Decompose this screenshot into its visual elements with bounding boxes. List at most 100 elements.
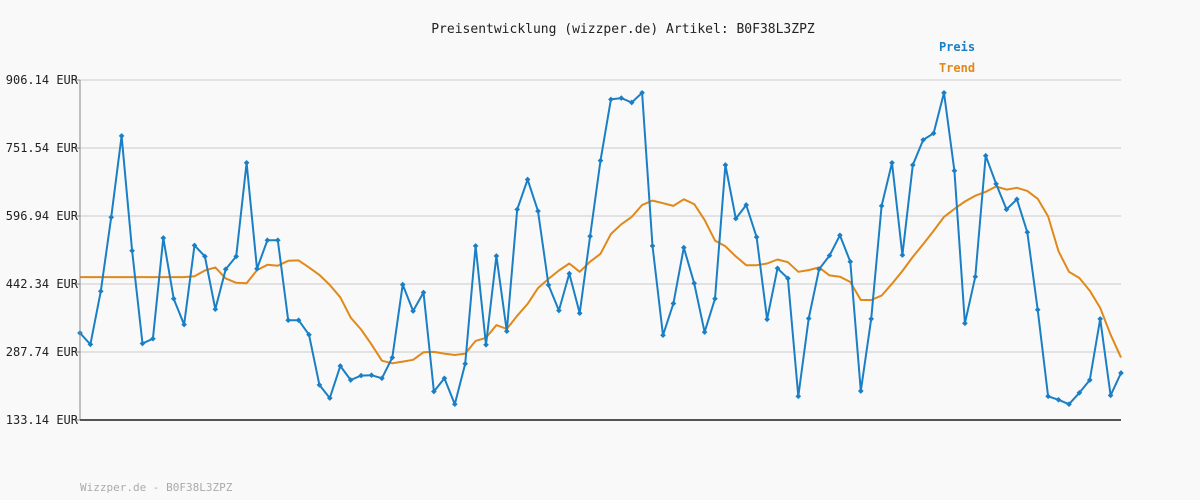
data-point [306, 331, 312, 338]
data-point [795, 393, 802, 400]
data-point [764, 316, 770, 323]
data-point [587, 233, 593, 240]
data-point [774, 265, 781, 272]
data-point [962, 320, 968, 327]
data-point [462, 360, 469, 367]
data-point [181, 321, 187, 328]
data-point [545, 282, 552, 288]
data-point [785, 275, 791, 282]
data-point [701, 329, 708, 335]
data-point [233, 253, 240, 260]
data-point [889, 159, 895, 166]
data-point [202, 253, 208, 260]
data-point [472, 243, 479, 249]
data-point [97, 288, 104, 295]
data-point [441, 375, 448, 382]
data-point [108, 214, 115, 221]
data-point [712, 295, 718, 302]
data-point [254, 265, 260, 272]
data-point [680, 244, 687, 251]
data-point [316, 382, 323, 388]
chart-footer: Wizzper.de - B0F38L3ZPZ [80, 481, 233, 494]
axis-layer [79, 80, 1121, 421]
data-point [649, 243, 656, 249]
data-point [732, 215, 739, 222]
data-point [868, 316, 875, 322]
data-point [264, 237, 271, 244]
data-point [930, 130, 937, 137]
legend-trend: Trend [939, 61, 975, 75]
y-tick-label: 133.14 EUR [6, 413, 79, 427]
data-point [337, 363, 344, 369]
data-point [524, 176, 531, 183]
data-point [816, 266, 822, 273]
data-point [743, 202, 750, 208]
data-point [1097, 316, 1104, 322]
data-point [410, 308, 416, 314]
data-point [503, 328, 510, 335]
data-point [753, 234, 760, 240]
data-point [118, 133, 125, 139]
data-point [805, 315, 812, 322]
data-point [566, 270, 573, 277]
series-line-trend [80, 185, 1122, 365]
chart-title: Preisentwicklung (wizzper.de) Artikel: B… [431, 22, 815, 37]
data-point [1076, 389, 1083, 396]
data-point [670, 300, 677, 307]
data-point [243, 159, 250, 166]
data-point [368, 372, 375, 379]
data-point [691, 280, 698, 287]
y-tick-label: 751.54 EUR [6, 141, 79, 155]
data-point [493, 253, 500, 259]
data-point [660, 332, 666, 339]
data-point [212, 306, 219, 313]
data-point [639, 89, 645, 96]
data-point [608, 96, 614, 103]
data-point [837, 232, 843, 239]
data-point [139, 340, 146, 347]
data-point [399, 281, 406, 288]
data-point [389, 354, 396, 361]
data-point [993, 181, 999, 187]
data-point [1107, 392, 1114, 399]
data-point [535, 208, 541, 214]
legend-preis: Preis [939, 40, 975, 54]
data-point [326, 395, 333, 401]
data-point [451, 401, 458, 408]
data-point [420, 289, 427, 296]
data-point [1086, 377, 1093, 383]
data-point [826, 252, 833, 259]
data-point [191, 242, 198, 249]
data-point [941, 89, 947, 96]
data-point [431, 388, 437, 395]
series-layer [77, 89, 1124, 408]
data-point [909, 162, 916, 168]
data-point [483, 341, 489, 348]
data-point [1118, 370, 1124, 376]
data-point [295, 317, 302, 324]
data-point [618, 95, 625, 101]
data-point [1045, 393, 1051, 400]
data-point [878, 203, 885, 209]
data-point [379, 375, 385, 382]
series-line-preis [79, 91, 1122, 406]
data-point [150, 335, 156, 342]
data-point [1014, 196, 1020, 203]
data-point [1066, 401, 1072, 408]
data-point [1003, 206, 1010, 213]
data-point [358, 372, 364, 379]
data-point [1055, 396, 1062, 403]
data-point [1034, 306, 1041, 313]
data-point [556, 307, 562, 314]
data-point [982, 152, 989, 159]
data-point [857, 388, 864, 394]
data-point [514, 206, 521, 213]
data-point [628, 99, 635, 106]
data-point [972, 273, 979, 280]
data-point [170, 295, 177, 302]
data-point [722, 162, 729, 168]
data-point [597, 157, 604, 164]
data-point [920, 137, 927, 143]
y-tick-label: 906.14 EUR [6, 73, 79, 87]
